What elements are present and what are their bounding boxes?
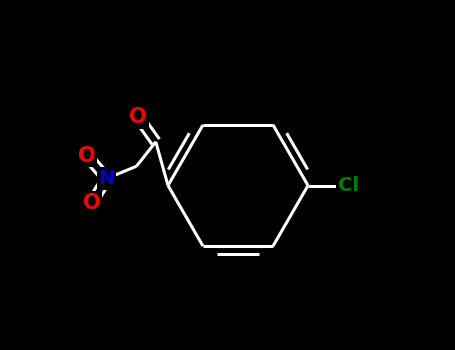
Text: O: O (78, 146, 96, 166)
Text: Cl: Cl (338, 176, 359, 195)
Text: N: N (99, 169, 115, 188)
Text: O: O (129, 107, 147, 127)
Text: O: O (83, 193, 101, 213)
